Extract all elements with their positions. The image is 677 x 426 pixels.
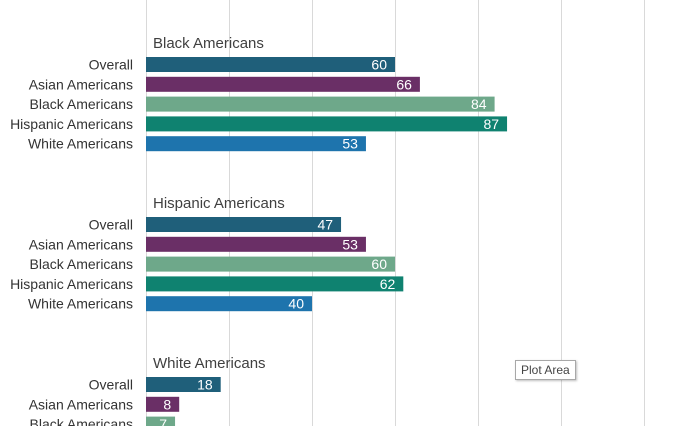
bar	[146, 256, 395, 272]
category-label: Asian Americans	[29, 76, 133, 92]
data-label: 87	[483, 116, 499, 132]
category-label: Hispanic Americans	[10, 116, 133, 132]
category-label: Black Americans	[30, 256, 133, 272]
category-label: Black Americans	[30, 96, 133, 112]
category-label: Asian Americans	[29, 396, 133, 412]
data-label: 40	[288, 296, 304, 312]
bar	[146, 57, 395, 72]
group-title: Hispanic Americans	[153, 195, 285, 212]
category-label: Overall	[89, 217, 133, 233]
bar	[146, 136, 366, 152]
data-label: 53	[342, 136, 358, 152]
bar	[146, 116, 508, 132]
bar	[146, 236, 366, 252]
bar	[146, 396, 180, 412]
category-label: Hispanic Americans	[10, 276, 133, 292]
bar	[146, 296, 312, 312]
data-label: 60	[371, 256, 387, 272]
data-label: 7	[159, 416, 167, 426]
data-label: 47	[317, 217, 333, 233]
bar	[146, 76, 420, 92]
data-label: 53	[342, 236, 358, 252]
group-title: Black Americans	[153, 35, 264, 52]
category-label: Asian Americans	[29, 236, 133, 252]
bar	[146, 377, 221, 392]
data-label: 84	[471, 96, 487, 112]
bar	[146, 217, 342, 232]
plot-area-tooltip: Plot Area	[515, 360, 576, 380]
category-label: Overall	[89, 57, 133, 73]
bar	[146, 416, 176, 426]
data-label: 62	[380, 276, 396, 292]
category-label: White Americans	[28, 296, 133, 312]
category-label: Overall	[89, 377, 133, 393]
data-label: 66	[396, 76, 412, 92]
bar	[146, 276, 404, 292]
data-label: 8	[163, 396, 171, 412]
category-label: Black Americans	[30, 416, 133, 426]
bar	[146, 96, 495, 112]
data-label: 18	[197, 377, 213, 393]
data-label: 60	[371, 57, 387, 73]
category-label: White Americans	[28, 136, 133, 152]
group-title: White Americans	[153, 355, 266, 372]
